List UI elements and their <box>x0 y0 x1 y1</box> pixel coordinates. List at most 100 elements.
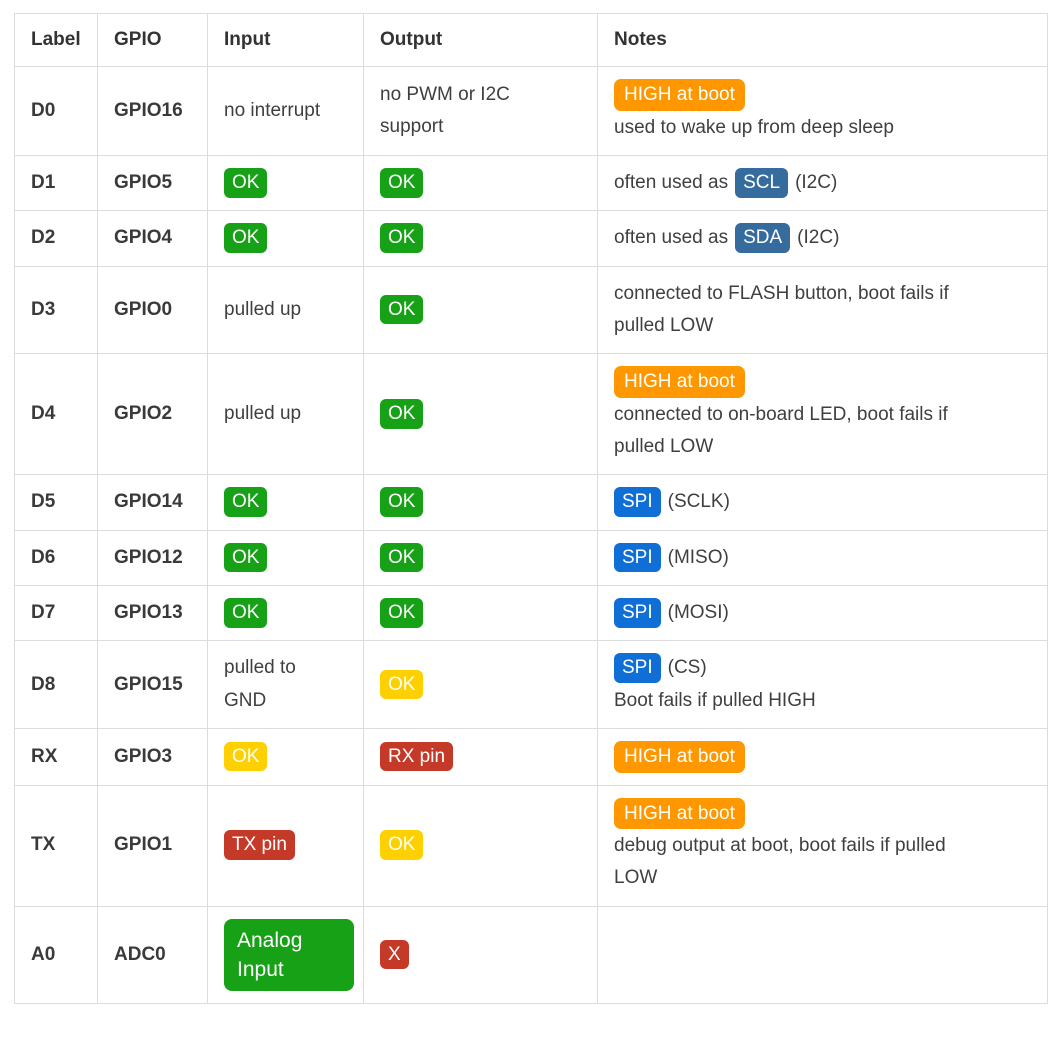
cell-line: pulled to <box>224 652 347 684</box>
cell-line: OK <box>380 486 581 518</box>
cell-text: often used as <box>614 227 729 249</box>
notes-cell: SPI (CS) Boot fails if pulled HIGH <box>597 640 1048 729</box>
cell-line: HIGH at boot <box>614 740 1031 774</box>
cell-line: SPI (CS) <box>614 652 1031 684</box>
column-header-notes: Notes <box>597 12 1048 68</box>
input-cell: OK <box>207 585 364 642</box>
gpio-name: GPIO3 <box>97 727 208 786</box>
cell-line: OK <box>224 222 347 254</box>
gpio-name: GPIO5 <box>97 155 208 212</box>
badge-scl: SCL <box>735 168 789 198</box>
cell-line: Boot fails if pulled HIGH <box>614 685 1031 717</box>
output-cell: OK <box>363 474 598 531</box>
output-cell: no PWM or I2C support <box>363 66 598 157</box>
badge-ok: OK <box>380 487 424 518</box>
pin-label: D3 <box>14 265 98 355</box>
output-cell: OK <box>363 155 598 212</box>
badge-rx-pin: RX pin <box>380 741 454 772</box>
cell-text: connected to FLASH button, boot fails if <box>614 282 949 304</box>
cell-text: (I2C) <box>795 172 838 194</box>
cell-text: (MOSI) <box>667 602 729 624</box>
cell-line: support <box>380 111 581 143</box>
cell-line: OK <box>224 741 347 773</box>
badge-ok: OK <box>380 294 424 325</box>
cell-line: OK <box>224 542 347 574</box>
output-cell: OK <box>363 265 598 355</box>
cell-line: TX pin <box>224 829 347 861</box>
cell-text: pulled up <box>224 403 302 425</box>
badge-high-at-boot: HIGH at boot <box>614 740 745 773</box>
badge-ok: OK <box>380 223 424 253</box>
badge-ok: OK <box>224 487 268 518</box>
input-cell: no interrupt <box>207 66 364 157</box>
column-header-gpio: GPIO <box>97 12 208 68</box>
badge-spi: SPI <box>614 487 661 518</box>
cell-line: OK <box>380 222 581 254</box>
output-cell: OK <box>363 640 598 729</box>
pin-label: D5 <box>14 474 98 531</box>
cell-text: pulled to <box>224 657 296 679</box>
badge-high-at-boot: HIGH at boot <box>614 79 745 111</box>
gpio-name: GPIO2 <box>97 353 208 476</box>
badge-high-at-boot: HIGH at boot <box>614 366 745 398</box>
notes-cell: HIGH at boot used to wake up from deep sl… <box>597 66 1048 157</box>
cell-text: (MISO) <box>667 546 729 568</box>
cell-line: OK <box>380 829 581 861</box>
pin-label: D2 <box>14 210 98 267</box>
output-cell: X <box>363 905 598 1005</box>
cell-line: pulled LOW <box>614 431 1031 463</box>
table-row-d6: D6 GPIO12 OK OK SPI (MISO) <box>14 529 1048 587</box>
gpio-name: GPIO14 <box>97 474 208 531</box>
cell-line: Analog Input <box>224 918 354 993</box>
cell-line: connected to FLASH button, boot fails if <box>614 278 1031 310</box>
column-header-label: Label <box>14 12 98 68</box>
cell-text: debug output at boot, boot fails if pull… <box>614 835 946 857</box>
badge-spi: SPI <box>614 598 661 628</box>
cell-line: no interrupt <box>224 95 347 127</box>
cell-line: pulled up <box>224 294 347 326</box>
output-cell: OK <box>363 585 598 642</box>
table-row-d8: D8 GPIO15 pulled to GND OK SPI (CS) Boot fails … <box>14 640 1048 729</box>
table-row-d2: D2 GPIO4 OK OK often used as SDA (I2C) <box>14 210 1048 267</box>
cell-text: Boot fails if pulled HIGH <box>614 689 816 711</box>
cell-line: pulled up <box>224 398 347 430</box>
badge-ok: OK <box>224 741 268 772</box>
output-cell: OK <box>363 784 598 907</box>
pin-label: RX <box>14 727 98 786</box>
output-cell: OK <box>363 353 598 476</box>
table-row-tx: TX GPIO1 TX pin OK HIGH at boot debug output … <box>14 784 1048 907</box>
cell-line: OK <box>380 398 581 430</box>
cell-text: GND <box>224 689 267 711</box>
cell-line: HIGH at boot <box>614 797 1031 831</box>
cell-line: OK <box>224 486 347 518</box>
column-header-input: Input <box>207 12 364 68</box>
badge-ok: OK <box>380 669 424 700</box>
gpio-name: GPIO16 <box>97 66 208 157</box>
gpio-name: GPIO13 <box>97 585 208 642</box>
gpio-name: GPIO15 <box>97 640 208 729</box>
badge-analog-input: Analog Input <box>224 918 354 992</box>
cell-line: OK <box>380 669 581 701</box>
cell-text: support <box>380 116 444 138</box>
cell-line: connected to on-board LED, boot fails if <box>614 399 1031 431</box>
table-row-d0: D0 GPIO16 no interrupt no PWM or I2C support… <box>14 66 1048 157</box>
input-cell: OK <box>207 727 364 786</box>
cell-text: used to wake up from deep sleep <box>614 116 894 138</box>
cell-text: pulled up <box>224 298 302 320</box>
table-body: D0 GPIO16 no interrupt no PWM or I2C support… <box>14 66 1048 1005</box>
output-cell: RX pin <box>363 727 598 786</box>
notes-cell: often used as SCL (I2C) <box>597 155 1048 212</box>
cell-text: no PWM or I2C <box>380 83 510 105</box>
badge-ok: OK <box>380 168 424 198</box>
pin-label: D7 <box>14 585 98 642</box>
cell-text: pulled LOW <box>614 315 714 337</box>
table-row-d1: D1 GPIO5 OK OK often used as SCL (I2C) <box>14 155 1048 212</box>
notes-cell: SPI (MISO) <box>597 529 1048 587</box>
cell-line: HIGH at boot <box>614 365 1031 399</box>
input-cell: OK <box>207 529 364 587</box>
input-cell: pulled up <box>207 265 364 355</box>
cell-line: OK <box>380 542 581 574</box>
cell-line: SPI (MOSI) <box>614 597 1031 629</box>
cell-text: often used as <box>614 172 729 194</box>
cell-line: used to wake up from deep sleep <box>614 112 1031 144</box>
